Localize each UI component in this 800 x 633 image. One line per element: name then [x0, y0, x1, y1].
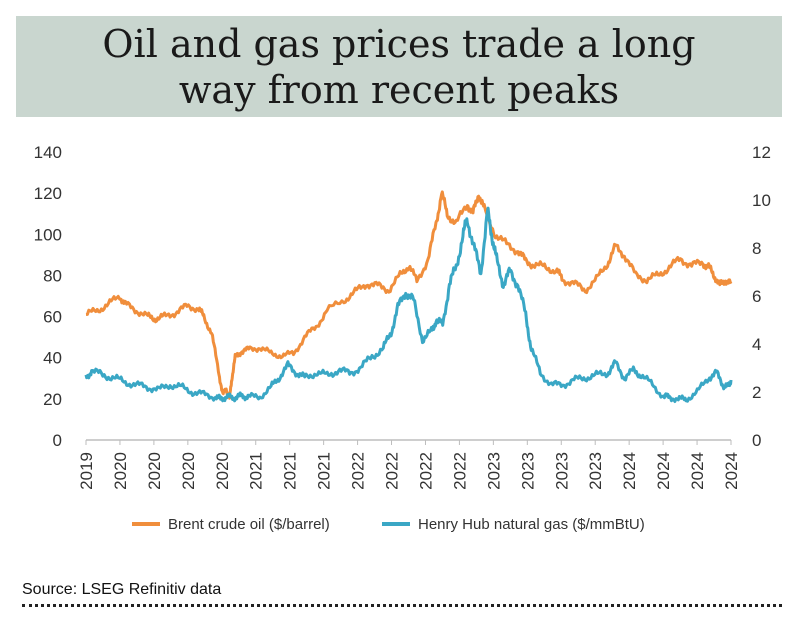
source-note: Source: LSEG Refinitiv data [22, 581, 222, 598]
y-left-tick-label: 40 [43, 349, 62, 368]
x-tick-label: 2022 [450, 452, 469, 490]
legend-label-gas: Henry Hub natural gas ($/mmBtU) [418, 516, 645, 533]
x-tick-label: 2021 [281, 452, 300, 490]
x-tick-label: 2022 [383, 452, 402, 490]
series-line-oil [85, 190, 733, 400]
axes: 0 20 40 60 80 100 120 140 0 2 4 6 8 10 12 2019 2020 2020 2… [34, 143, 771, 490]
dotted-divider [22, 604, 782, 607]
legend: Brent crude oil ($/barrel) Henry Hub nat… [132, 516, 645, 533]
y-left-tick-label: 20 [43, 390, 62, 409]
x-tick-label: 2022 [416, 452, 435, 490]
y-right-tick-label: 10 [752, 191, 771, 210]
x-tick-label: 2024 [654, 452, 673, 490]
x-tick-label: 2021 [247, 452, 266, 490]
x-tick-label: 2022 [349, 452, 368, 490]
y-right-tick-label: 6 [752, 287, 761, 306]
y-left-tick-label: 60 [43, 308, 62, 327]
y-right-tick-label: 0 [752, 431, 761, 450]
y-right-tick-label: 4 [752, 335, 761, 354]
y-left-tick-label: 140 [34, 143, 62, 162]
y-right-tick-label: 2 [752, 383, 761, 402]
x-tick-label: 2020 [111, 452, 130, 490]
x-tick-label: 2020 [145, 452, 164, 490]
y-right-tick-label: 12 [752, 143, 771, 162]
x-tick-label: 2020 [213, 452, 232, 490]
y-left-tick-label: 0 [53, 431, 62, 450]
x-tick-label: 2023 [552, 452, 571, 490]
x-tick-label: 2019 [77, 452, 96, 490]
y-left-tick-label: 80 [43, 266, 62, 285]
x-tick-label: 2021 [315, 452, 334, 490]
series-line-gas [84, 206, 733, 403]
x-tick-label: 2020 [179, 452, 198, 490]
y-left-tick-label: 120 [34, 184, 62, 203]
x-tick-label: 2024 [722, 452, 741, 490]
y-right-tick-label: 8 [752, 239, 761, 258]
x-tick-label: 2024 [620, 452, 639, 490]
x-tick-label: 2023 [484, 452, 503, 490]
y-left-tick-label: 100 [34, 225, 62, 244]
title-band: Oil and gas prices trade a long way from… [16, 16, 782, 117]
chart-title: Oil and gas prices trade a long way from… [102, 21, 696, 112]
plot-area [84, 190, 733, 403]
legend-label-oil: Brent crude oil ($/barrel) [168, 516, 330, 533]
x-tick-label: 2023 [586, 452, 605, 490]
x-tick-label: 2024 [688, 452, 707, 490]
x-tick-label: 2023 [518, 452, 537, 490]
